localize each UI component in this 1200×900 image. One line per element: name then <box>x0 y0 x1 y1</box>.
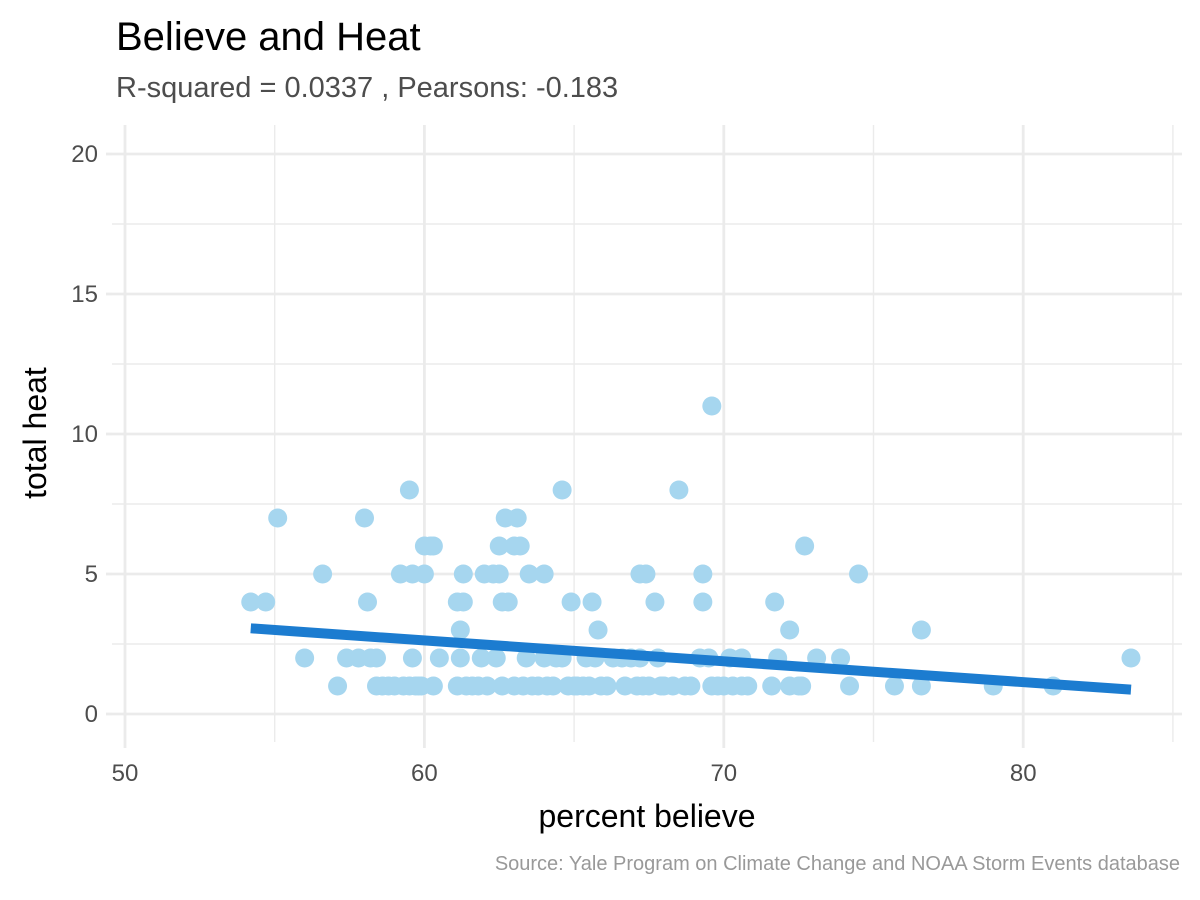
data-point <box>507 508 527 528</box>
data-point <box>831 648 851 668</box>
data-point <box>561 592 581 612</box>
x-tick-label: 50 <box>112 760 139 787</box>
data-point <box>693 564 713 584</box>
data-point <box>884 676 904 696</box>
data-point <box>355 508 375 528</box>
data-point <box>552 480 572 500</box>
data-point <box>486 648 506 668</box>
data-points <box>241 396 1141 696</box>
data-point <box>256 592 276 612</box>
data-point <box>582 592 602 612</box>
data-point <box>471 648 491 668</box>
y-tick-label: 15 <box>71 281 98 308</box>
data-point <box>588 620 608 640</box>
data-point <box>450 620 470 640</box>
y-tick-label: 20 <box>71 141 98 168</box>
data-point <box>489 536 509 556</box>
data-point <box>453 564 473 584</box>
data-point <box>402 648 422 668</box>
x-tick-label: 60 <box>411 760 438 787</box>
data-point <box>762 676 782 696</box>
data-point <box>765 592 785 612</box>
fit-line-group <box>250 623 1132 695</box>
data-point <box>489 564 509 584</box>
y-tick-label: 0 <box>85 701 98 728</box>
x-tick-label: 70 <box>710 760 737 787</box>
data-point <box>358 592 378 612</box>
data-point <box>780 620 800 640</box>
data-point <box>241 592 261 612</box>
data-point <box>693 592 713 612</box>
data-point <box>429 648 449 668</box>
x-axis-title: percent believe <box>538 798 755 834</box>
data-point <box>795 536 815 556</box>
data-point <box>669 480 689 500</box>
x-tick-label: 80 <box>1010 760 1037 787</box>
chart-caption: Source: Yale Program on Climate Change a… <box>495 853 1180 875</box>
data-point <box>498 592 518 612</box>
data-point <box>510 536 530 556</box>
data-point <box>268 508 288 528</box>
data-point <box>453 592 473 612</box>
data-point <box>295 648 315 668</box>
data-point <box>366 648 386 668</box>
data-point <box>313 564 333 584</box>
data-point <box>597 676 617 696</box>
data-point <box>399 480 419 500</box>
data-point <box>792 676 812 696</box>
y-axis-title: total heat <box>17 367 53 499</box>
data-point <box>516 648 536 668</box>
data-point <box>702 396 722 416</box>
data-point <box>328 676 348 696</box>
data-point <box>645 592 665 612</box>
data-point <box>911 620 931 640</box>
data-point <box>414 564 434 584</box>
data-point <box>911 676 931 696</box>
data-point <box>738 676 758 696</box>
axis-ticks: 0 5 10 15 20 50 60 70 80 <box>71 141 1036 787</box>
data-point <box>681 676 701 696</box>
data-point <box>849 564 869 584</box>
chart-subtitle: R-squared = 0.0337 , Pearsons: -0.183 <box>116 72 618 104</box>
data-point <box>423 536 443 556</box>
data-point <box>543 676 563 696</box>
data-point <box>423 676 443 696</box>
y-tick-label: 5 <box>85 561 98 588</box>
data-point <box>534 564 554 584</box>
y-tick-label: 10 <box>71 421 98 448</box>
data-point <box>519 564 539 584</box>
data-point <box>450 648 470 668</box>
regression-line <box>250 623 1132 695</box>
chart-title: Believe and Heat <box>116 15 421 59</box>
data-point <box>840 676 860 696</box>
data-point <box>477 676 497 696</box>
data-point <box>1121 648 1141 668</box>
data-point <box>636 564 656 584</box>
grid <box>112 125 1182 742</box>
